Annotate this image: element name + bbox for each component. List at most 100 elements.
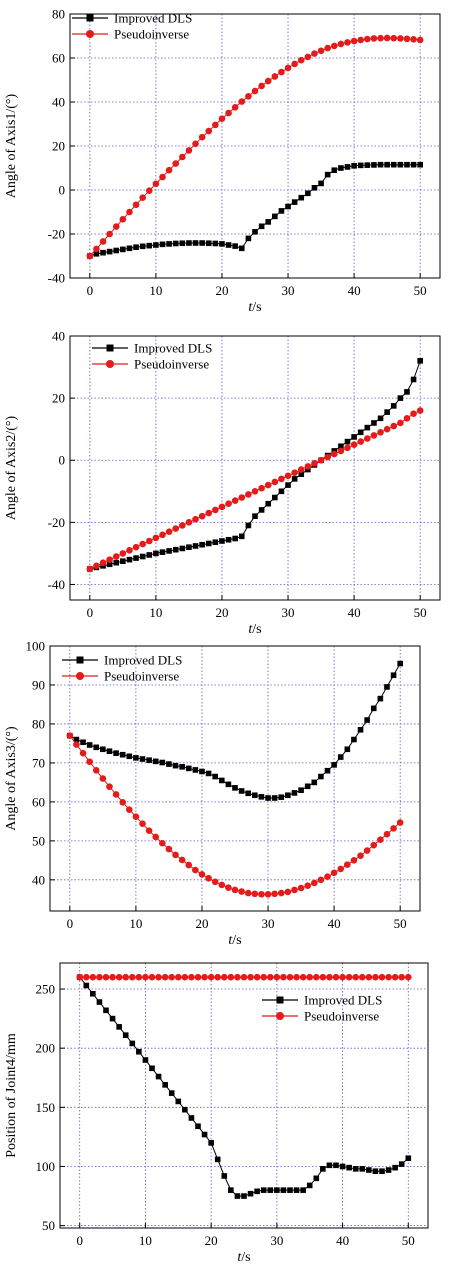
data-point bbox=[205, 540, 212, 547]
data-point bbox=[377, 428, 384, 436]
data-point bbox=[126, 208, 133, 216]
data-point bbox=[410, 36, 417, 43]
data-point bbox=[272, 213, 278, 220]
data-point bbox=[179, 522, 186, 529]
data-point bbox=[358, 973, 366, 981]
data-point bbox=[324, 171, 331, 178]
data-point bbox=[212, 773, 218, 780]
data-point bbox=[192, 866, 199, 874]
data-point bbox=[403, 35, 411, 43]
data-point bbox=[252, 792, 258, 799]
data-point bbox=[271, 478, 279, 486]
data-point bbox=[86, 252, 94, 260]
y-tick-label: 40 bbox=[52, 95, 65, 110]
data-point bbox=[370, 35, 378, 42]
data-point bbox=[377, 415, 384, 422]
data-point bbox=[126, 245, 133, 252]
data-point bbox=[265, 500, 272, 507]
data-point bbox=[404, 389, 410, 395]
data-point bbox=[304, 882, 311, 889]
data-point bbox=[179, 545, 186, 552]
data-point bbox=[313, 1175, 320, 1182]
data-point bbox=[350, 857, 358, 864]
data-point bbox=[252, 513, 258, 519]
data-point bbox=[344, 861, 351, 868]
x-tick-label: 20 bbox=[215, 283, 228, 298]
data-point bbox=[390, 825, 397, 832]
plot-frame bbox=[69, 13, 441, 279]
data-point bbox=[145, 537, 153, 545]
data-point bbox=[391, 973, 399, 981]
data-point bbox=[149, 1065, 155, 1072]
data-point bbox=[152, 758, 159, 765]
y-tick-label: -40 bbox=[48, 577, 65, 592]
data-point bbox=[139, 540, 146, 548]
data-point bbox=[231, 497, 239, 504]
data-point bbox=[372, 1168, 379, 1175]
data-point bbox=[285, 482, 291, 488]
data-point bbox=[338, 443, 344, 450]
data-point bbox=[82, 973, 90, 981]
data-point bbox=[100, 249, 106, 256]
data-point bbox=[166, 761, 172, 767]
data-point bbox=[103, 1007, 109, 1014]
data-point bbox=[410, 376, 417, 383]
data-point bbox=[172, 546, 179, 553]
data-point bbox=[326, 973, 333, 981]
y-tick-label: 0 bbox=[59, 453, 66, 468]
data-point bbox=[304, 783, 311, 790]
y-axis-title: Angle of Axis1/(°) bbox=[4, 93, 19, 198]
legend-marker-square bbox=[106, 344, 114, 352]
y-tick-label: -20 bbox=[48, 515, 65, 530]
data-point bbox=[274, 1187, 280, 1193]
data-point bbox=[377, 34, 384, 42]
data-point bbox=[92, 767, 100, 774]
data-point bbox=[132, 543, 140, 551]
data-point bbox=[404, 161, 410, 168]
data-point bbox=[181, 973, 189, 981]
data-point bbox=[152, 534, 160, 542]
data-point bbox=[155, 1073, 162, 1080]
x-axis-variable: t bbox=[248, 300, 253, 315]
data-point bbox=[351, 434, 357, 440]
data-point bbox=[291, 790, 298, 796]
data-point bbox=[318, 773, 324, 780]
data-point bbox=[278, 475, 285, 483]
data-point bbox=[291, 60, 298, 68]
data-point bbox=[162, 1082, 168, 1088]
data-point bbox=[366, 1167, 372, 1173]
data-point bbox=[385, 1167, 392, 1173]
data-point bbox=[192, 767, 199, 773]
data-point bbox=[357, 429, 364, 436]
data-point bbox=[370, 432, 378, 439]
data-point bbox=[159, 549, 166, 555]
data-point bbox=[93, 562, 100, 570]
y-tick-label: 90 bbox=[32, 677, 45, 692]
data-point bbox=[298, 787, 304, 793]
data-point bbox=[126, 547, 133, 554]
data-point bbox=[390, 672, 397, 679]
data-point bbox=[265, 219, 272, 225]
data-point bbox=[363, 847, 371, 854]
data-point bbox=[192, 140, 199, 148]
data-point bbox=[324, 873, 331, 881]
legend-label: Pseudoinverse bbox=[114, 27, 189, 42]
data-point bbox=[106, 230, 113, 238]
data-point bbox=[364, 717, 370, 723]
data-point bbox=[195, 1123, 201, 1130]
x-tick-label: 10 bbox=[149, 605, 162, 620]
data-point bbox=[258, 507, 265, 513]
data-point bbox=[337, 754, 344, 760]
x-tick-label: 40 bbox=[336, 1233, 349, 1248]
data-point bbox=[231, 886, 239, 894]
series-line bbox=[89, 360, 421, 570]
x-tick-label: 10 bbox=[139, 1233, 152, 1248]
x-axis-title: t/s bbox=[228, 933, 241, 948]
data-point bbox=[297, 466, 305, 473]
data-point bbox=[198, 871, 206, 878]
data-point bbox=[278, 488, 285, 495]
data-point bbox=[106, 248, 113, 255]
data-point bbox=[339, 1163, 346, 1170]
